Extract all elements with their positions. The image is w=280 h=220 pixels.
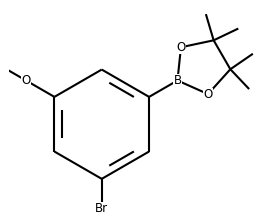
Text: O: O [21,74,31,87]
Text: Br: Br [95,202,108,215]
Text: O: O [203,88,213,101]
Text: B: B [173,74,181,87]
Text: O: O [176,41,186,54]
